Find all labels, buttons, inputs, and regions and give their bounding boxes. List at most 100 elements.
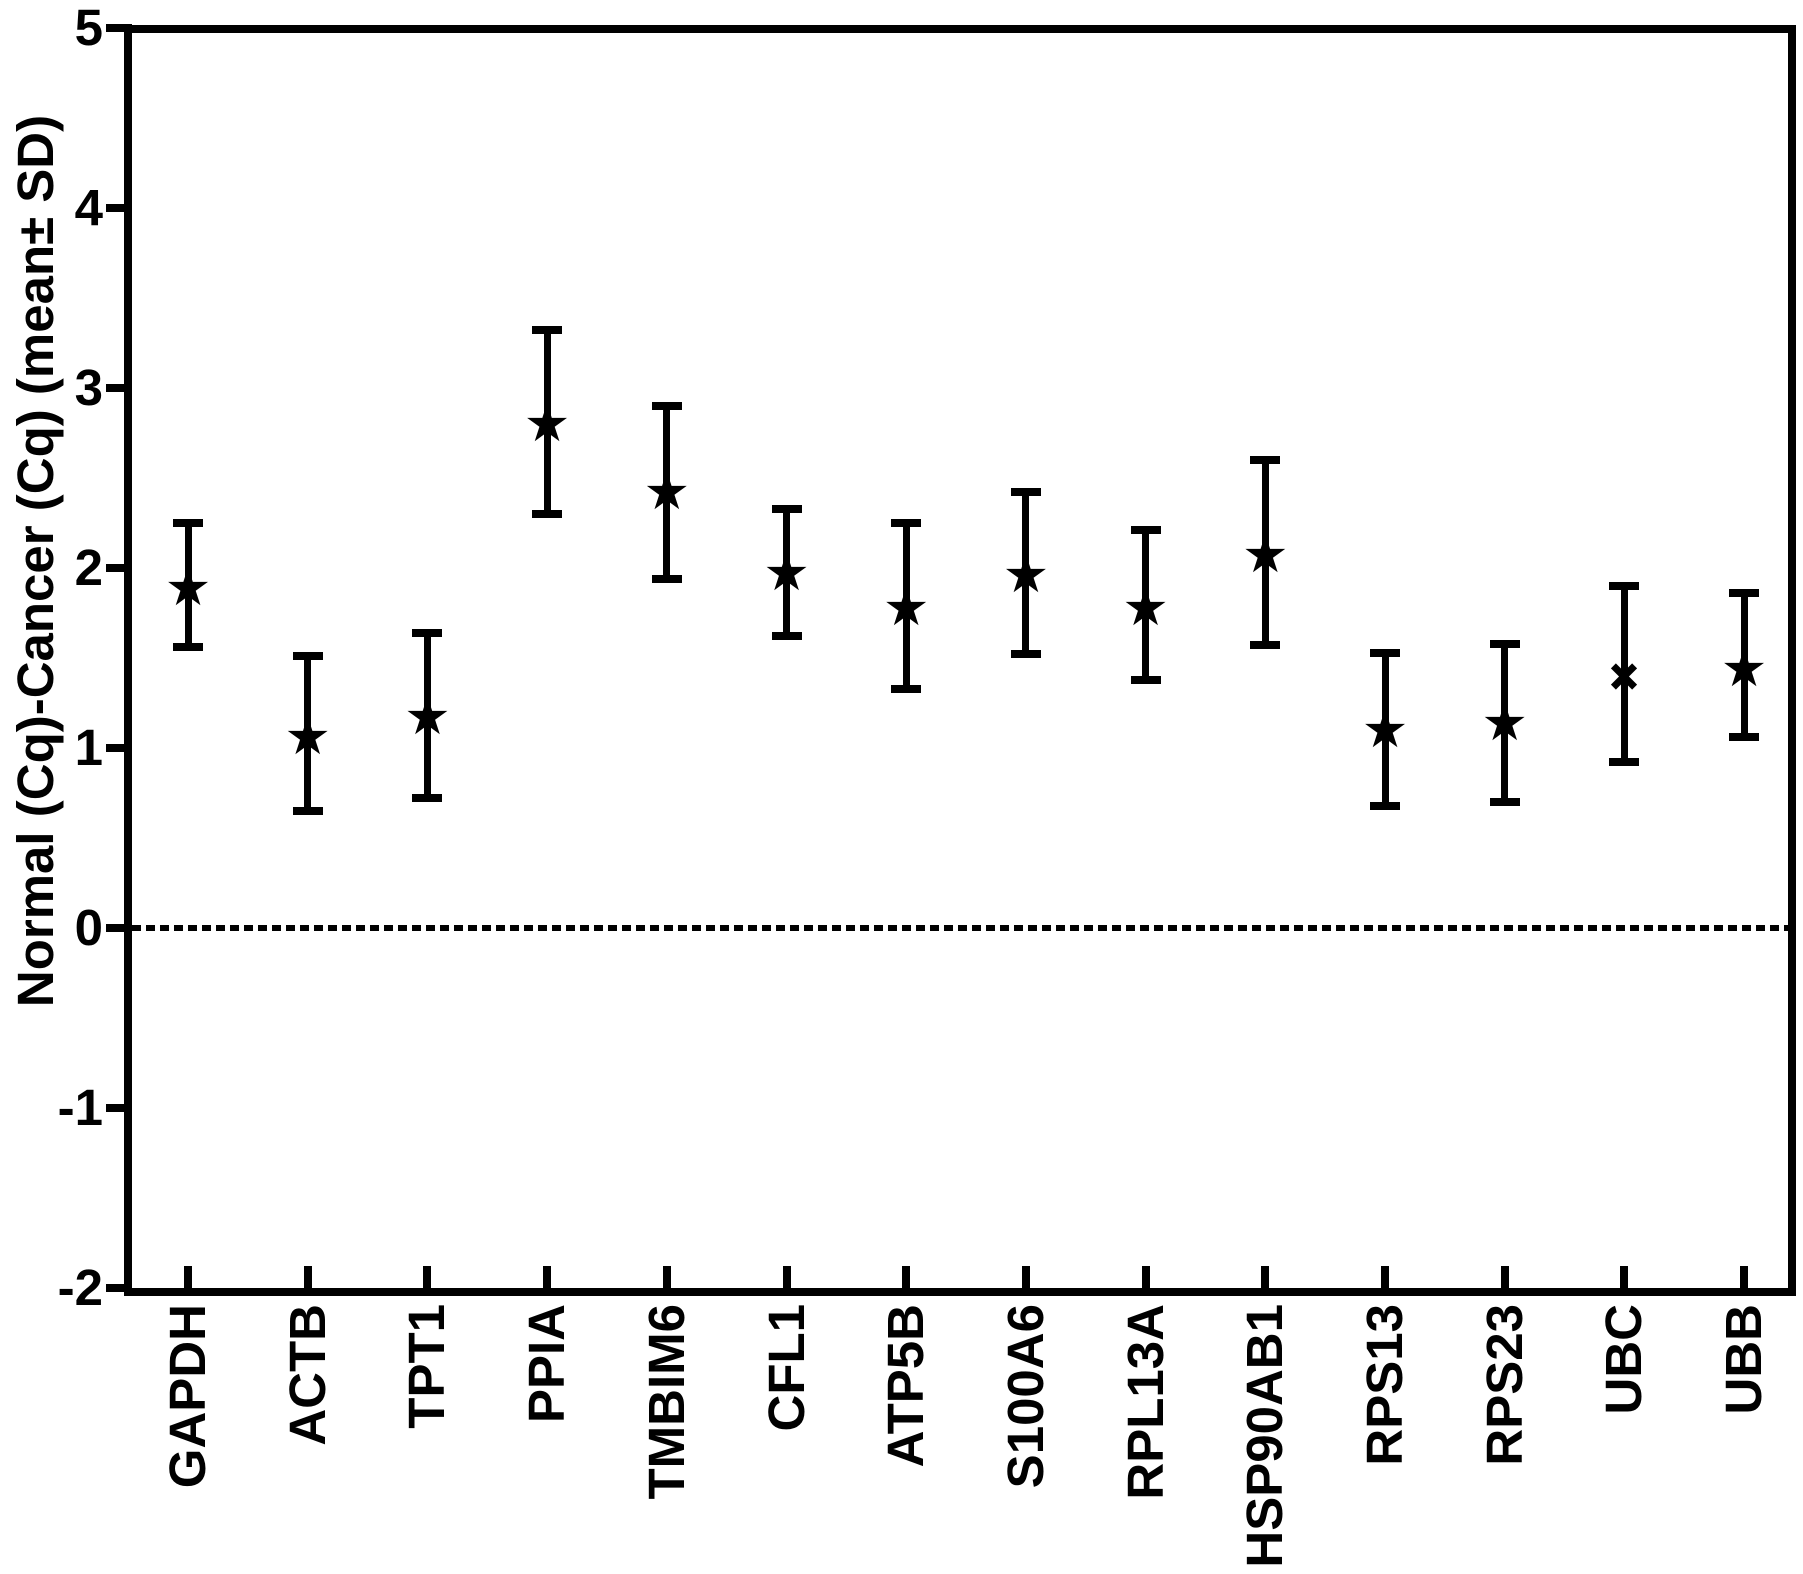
mean-marker-star: ★ xyxy=(1481,692,1528,753)
error-bar-cap-bottom xyxy=(1130,675,1161,684)
x-tick-label: RPS23 xyxy=(1475,1304,1533,1466)
x-tick-label: GAPDH xyxy=(159,1304,216,1489)
error-bar-cap-top xyxy=(771,504,802,513)
error-bar-cap-bottom xyxy=(1489,798,1520,806)
x-axis-tick xyxy=(1021,1266,1030,1288)
error-bar xyxy=(1022,492,1030,655)
mean-marker-star: ★ xyxy=(523,394,571,454)
error-bar-cap-top xyxy=(1729,589,1760,598)
error-bar-cap-bottom xyxy=(1609,758,1640,767)
mean-marker-star: ★ xyxy=(763,543,810,604)
x-axis-tick xyxy=(902,1266,911,1288)
mean-marker-star: ★ xyxy=(882,577,930,638)
plot-area xyxy=(124,25,1796,1296)
y-axis-tick xyxy=(106,1284,132,1292)
y-tick-label: 2 xyxy=(74,539,103,596)
y-tick-label: 5 xyxy=(74,0,103,56)
mean-marker-star: ★ xyxy=(404,687,451,748)
error-bar xyxy=(423,632,431,799)
mean-marker-star: ★ xyxy=(1122,577,1169,638)
error-bar-cap-top xyxy=(412,628,443,637)
error-bar-cap-bottom xyxy=(891,684,922,693)
error-bar-cap-top xyxy=(1130,526,1161,535)
error-bar xyxy=(1740,593,1748,738)
error-bar-cap-bottom xyxy=(412,794,443,803)
mean-marker-x xyxy=(1608,660,1640,692)
x-axis-tick xyxy=(1141,1266,1150,1288)
x-tick-label: S100A6 xyxy=(996,1304,1054,1489)
x-axis-tick xyxy=(543,1266,552,1288)
x-axis-tick xyxy=(1740,1266,1749,1288)
x-axis-tick xyxy=(184,1266,192,1288)
x-tick-label: TMBIM6 xyxy=(637,1304,695,1500)
mean-marker-star: ★ xyxy=(1241,525,1289,586)
x-tick-label: PPIA xyxy=(518,1304,576,1424)
y-tick-label: 4 xyxy=(74,179,103,236)
error-bar-cap-top xyxy=(173,519,203,527)
error-bar-cap-bottom xyxy=(1250,641,1281,650)
mean-marker-star: ★ xyxy=(164,557,212,618)
y-axis-tick xyxy=(106,204,132,212)
x-axis-tick xyxy=(1381,1266,1389,1288)
error-bar xyxy=(1261,460,1269,646)
error-bar-cap-top xyxy=(292,652,323,661)
x-axis-tick xyxy=(423,1266,432,1288)
y-tick-label: 3 xyxy=(74,359,103,416)
mean-marker-star: ★ xyxy=(643,462,691,523)
error-bar xyxy=(304,656,312,811)
y-tick-label: 0 xyxy=(74,899,103,956)
error-bar xyxy=(1381,652,1389,806)
error-bar xyxy=(783,508,790,637)
error-bar-cap-top xyxy=(532,326,563,335)
y-axis-tick xyxy=(106,384,132,392)
y-tick-label: -2 xyxy=(57,1259,103,1316)
x-axis-tick xyxy=(1620,1266,1629,1288)
y-axis-tick xyxy=(106,744,132,752)
x-tick-label: RPL13A xyxy=(1116,1304,1174,1500)
mean-marker-star: ★ xyxy=(1361,700,1409,760)
error-bar-cap-bottom xyxy=(532,510,563,518)
error-bar xyxy=(902,523,910,689)
x-axis-tick xyxy=(1500,1266,1509,1288)
error-bar-cap-bottom xyxy=(1370,801,1400,810)
error-bar-cap-bottom xyxy=(1729,733,1760,742)
y-axis-tick xyxy=(106,1104,132,1112)
error-bar-cap-bottom xyxy=(1010,650,1041,659)
y-axis-tick xyxy=(106,24,132,32)
error-bar-cap-top xyxy=(891,519,922,527)
x-axis-tick xyxy=(782,1266,791,1288)
error-bar xyxy=(184,523,192,648)
error-bar xyxy=(663,406,671,579)
x-axis-tick xyxy=(662,1266,671,1288)
x-tick-label: UBB xyxy=(1715,1304,1773,1415)
error-bar-cap-top xyxy=(1609,582,1640,590)
x-tick-label: HSP90AB1 xyxy=(1236,1304,1294,1568)
x-tick-label: UBC xyxy=(1595,1304,1653,1415)
error-bar xyxy=(543,330,551,514)
x-tick-label: ATP5B xyxy=(877,1304,935,1468)
y-axis-tick xyxy=(106,924,132,932)
x-axis-tick xyxy=(1261,1266,1270,1288)
error-bar-cap-bottom xyxy=(771,632,802,641)
error-bar xyxy=(1142,530,1150,680)
x-tick-label: TPT1 xyxy=(398,1304,456,1429)
error-bar-cap-top xyxy=(1010,488,1041,497)
error-bar-cap-bottom xyxy=(651,574,682,583)
mean-marker-star: ★ xyxy=(284,707,331,768)
error-bar-cap-bottom xyxy=(292,807,323,815)
zero-reference-line xyxy=(132,925,1788,931)
mean-marker-star: ★ xyxy=(1002,545,1050,606)
error-bar xyxy=(1501,643,1509,802)
x-tick-label: ACTB xyxy=(278,1304,336,1446)
error-bar-cap-top xyxy=(651,402,682,410)
mean-marker-star: ★ xyxy=(1720,638,1768,699)
error-bar-cap-top xyxy=(1250,456,1281,464)
x-axis-tick xyxy=(303,1266,312,1288)
y-tick-label: 1 xyxy=(74,719,103,776)
error-bar-cap-top xyxy=(1370,648,1400,657)
error-bar-cap-bottom xyxy=(173,643,203,652)
error-bar-cap-top xyxy=(1489,639,1520,648)
x-tick-label: CFL1 xyxy=(757,1304,815,1432)
y-axis-tick xyxy=(106,564,132,572)
